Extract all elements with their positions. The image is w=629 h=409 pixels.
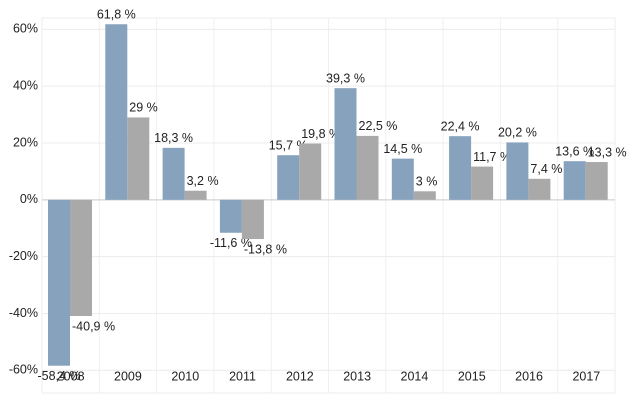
value-label: 61,8 % <box>97 8 136 22</box>
y-tick-label: 60% <box>13 22 38 36</box>
value-label: -58,4 % <box>37 369 80 383</box>
value-label: 20,2 % <box>498 126 537 140</box>
bar <box>506 142 529 200</box>
value-label: 22,4 % <box>441 119 480 133</box>
bar <box>449 136 472 200</box>
value-label: 11,7 % <box>473 150 511 164</box>
value-label: 39,3 % <box>326 71 365 85</box>
bar <box>241 199 264 240</box>
bar <box>528 178 551 200</box>
bar <box>585 162 608 200</box>
x-tick-label: 2011 <box>229 369 256 383</box>
bar <box>299 143 322 200</box>
bar <box>334 88 357 200</box>
value-label: -40,9 % <box>72 319 115 333</box>
x-tick-label: 2012 <box>286 369 314 383</box>
y-tick-label: -20% <box>9 249 38 263</box>
value-label: -11,6 % <box>210 236 252 250</box>
bar <box>471 166 494 200</box>
x-tick-label: 2010 <box>171 369 199 383</box>
bar <box>48 199 70 366</box>
bar <box>219 199 242 233</box>
x-tick-label: 2008 <box>57 369 85 383</box>
value-label: 22,5 % <box>359 119 398 133</box>
bar <box>277 155 300 200</box>
value-label: 3,2 % <box>187 174 219 188</box>
value-label: 13,6 % <box>555 144 594 158</box>
value-label: 3 % <box>416 175 438 189</box>
y-tick-label: 0% <box>20 192 38 206</box>
x-tick-label: 2016 <box>515 369 543 383</box>
value-label: 14,5 % <box>383 142 422 156</box>
bar <box>184 190 207 200</box>
x-tick-label: 2015 <box>458 369 486 383</box>
y-tick-label: 20% <box>13 135 38 149</box>
y-tick-label: -60% <box>9 363 38 377</box>
value-label: 7,4 % <box>530 162 562 176</box>
x-tick-label: 2013 <box>343 369 371 383</box>
bar <box>70 199 92 317</box>
bar <box>563 161 586 200</box>
bar <box>356 135 379 200</box>
y-tick-label: -40% <box>9 306 38 320</box>
bar <box>391 158 414 200</box>
value-label: 29 % <box>129 101 158 115</box>
bar <box>162 147 185 200</box>
x-tick-label: 2014 <box>401 369 429 383</box>
x-tick-label: 2009 <box>114 369 142 383</box>
value-label: -13,8 % <box>244 242 287 256</box>
y-tick-label: 40% <box>13 78 38 92</box>
value-label: 13,3 % <box>588 145 627 159</box>
value-label: 18,3 % <box>154 131 193 145</box>
bar <box>413 191 436 200</box>
x-tick-label: 2017 <box>572 369 600 383</box>
bar <box>127 117 150 200</box>
bar <box>105 24 128 200</box>
value-label: 15,7 % <box>269 139 308 153</box>
value-label: 19,8 % <box>301 127 340 141</box>
